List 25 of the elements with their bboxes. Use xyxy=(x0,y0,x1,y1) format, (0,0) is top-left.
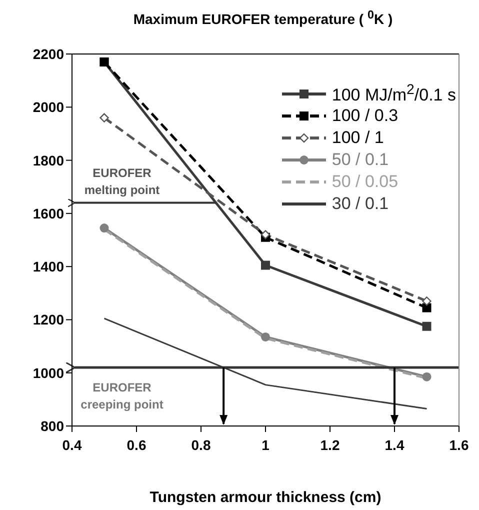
legend-label: 100 MJ/m$^{2}$/0.1 s xyxy=(332,82,456,106)
y-tick-label: 2200 xyxy=(32,46,64,62)
y-tick-label: 1600 xyxy=(32,205,64,222)
y-tick-label: 1400 xyxy=(32,258,64,274)
x-tick-label: 1.4 xyxy=(384,436,404,453)
x-tick-label: 0.4 xyxy=(62,436,82,453)
chart-title: Maximum EUROFER temperature ( $^{0}$K ) xyxy=(133,8,393,27)
y-tick-label: 1200 xyxy=(32,311,64,328)
y-tick-label: 800 xyxy=(40,418,64,434)
legend-label: 50 / 0.05 xyxy=(332,172,398,192)
ref-line-label: EUROFER creeping point xyxy=(80,380,164,412)
y-tick-label: 1000 xyxy=(32,364,64,380)
legend-label: 100 / 1 xyxy=(332,128,384,148)
y-tick-label: 1800 xyxy=(32,152,64,168)
x-tick-label: 1 xyxy=(262,436,270,453)
legend-label: 50 / 0.1 xyxy=(332,150,389,170)
x-axis-title: Tungsten armour thickness (cm) xyxy=(150,488,382,506)
x-tick-label: 1.6 xyxy=(449,436,469,453)
legend-label: 100 / 0.3 xyxy=(332,106,398,126)
x-tick-label: 0.8 xyxy=(191,436,211,453)
x-tick-label: 1.2 xyxy=(320,436,340,453)
y-tick-label: 2000 xyxy=(32,98,64,115)
ref-line-label: EUROFER melting point xyxy=(84,165,160,196)
x-tick-label: 0.6 xyxy=(126,436,146,453)
legend-label: 30 / 0.1 xyxy=(332,194,389,214)
